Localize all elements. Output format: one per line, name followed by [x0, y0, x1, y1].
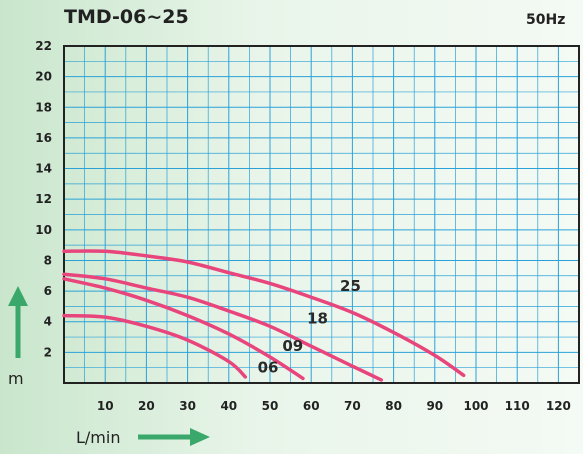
x-tick-label: 20: [138, 399, 155, 413]
y-tick-label: 14: [35, 162, 52, 176]
right-arrow-icon: [138, 428, 210, 446]
x-tick-label: 120: [546, 399, 571, 413]
y-tick-label: 10: [35, 223, 52, 237]
up-arrow-icon: [8, 286, 28, 358]
grid: [63, 45, 580, 384]
frequency-label: 50Hz: [526, 12, 566, 28]
curve-label-06: 06: [258, 358, 279, 376]
curve-18: [62, 272, 383, 382]
x-tick-label: 10: [97, 399, 114, 413]
y-tick-label: 4: [44, 315, 52, 329]
y-tick-label: 22: [35, 39, 52, 53]
curve-label-25: 25: [340, 277, 361, 295]
y-tick-label: 8: [44, 253, 52, 267]
y-tick-label: 16: [35, 131, 52, 145]
x-tick-label: 30: [179, 399, 196, 413]
x-tick-label: 70: [344, 399, 361, 413]
x-tick-label: 60: [303, 399, 320, 413]
axis-arrows: [8, 286, 210, 446]
y-tick-label: 20: [35, 70, 52, 84]
x-tick-label: 100: [463, 399, 488, 413]
curve-25: [62, 249, 466, 378]
x-tick-label: 90: [426, 399, 443, 413]
y-tick-label: 6: [44, 284, 52, 298]
curve-09: [62, 277, 305, 381]
y-axis-label: m: [8, 369, 24, 388]
curve-06: [62, 313, 248, 379]
curve-label-18: 18: [307, 309, 328, 327]
curve-label-09: 09: [282, 337, 303, 355]
plot-frame: [63, 45, 580, 384]
y-tick-label: 18: [35, 100, 52, 114]
x-tick-label: 80: [385, 399, 402, 413]
chart-title: TMD-06~25: [64, 6, 189, 28]
y-tick-label: 12: [35, 192, 52, 206]
x-axis-label: L/min: [76, 428, 121, 447]
y-tick-labels: 2 4 6 8 10 12 14 16 18 20 22: [35, 39, 52, 359]
curves: [62, 249, 466, 382]
x-tick-label: 50: [262, 399, 279, 413]
x-tick-label: 110: [505, 399, 530, 413]
x-tick-label: 40: [220, 399, 237, 413]
y-tick-label: 2: [44, 345, 52, 359]
x-tick-labels: 10 20 30 40 50 60 70 80 90 100 110 120: [97, 399, 571, 413]
